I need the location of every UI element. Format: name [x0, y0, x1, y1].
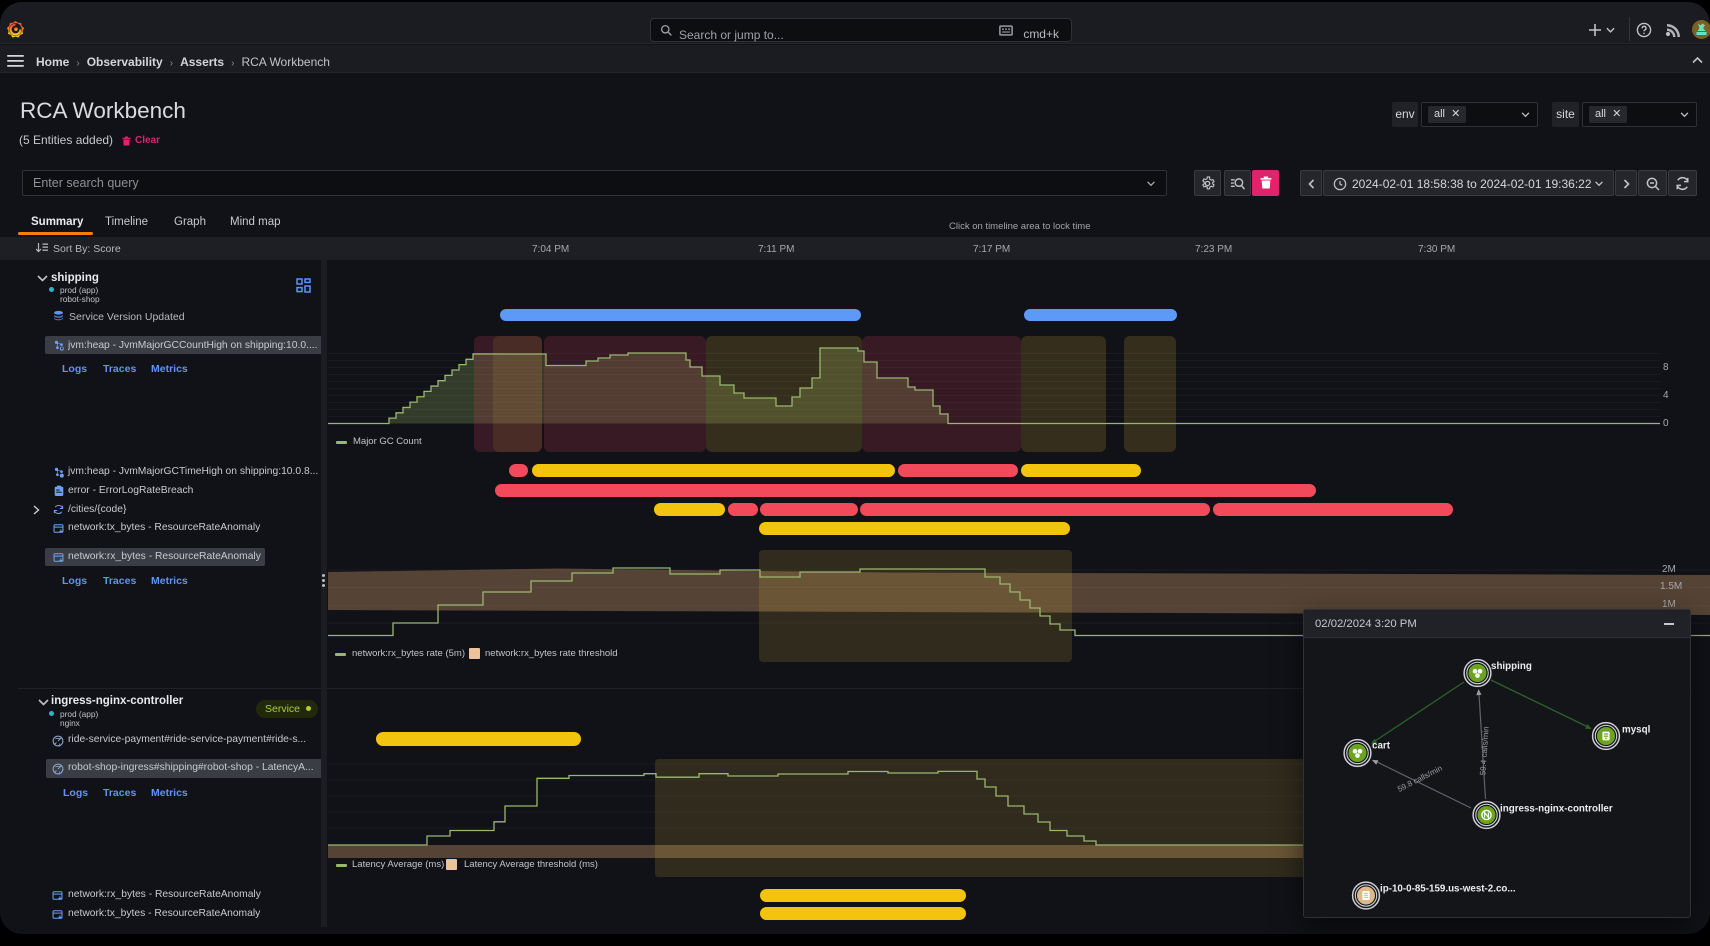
svg-text:shipping: shipping — [1491, 661, 1532, 672]
svg-text:⚘: ⚘ — [60, 347, 64, 351]
svg-text:59.4 calls/min: 59.4 calls/min — [1478, 726, 1490, 775]
svg-text:cart: cart — [1372, 741, 1391, 752]
svg-text:59.8 calls/min: 59.8 calls/min — [1396, 764, 1444, 794]
svg-text:mysql: mysql — [1622, 725, 1651, 736]
svg-text:ip-10-0-85-159.us-west-2.co...: ip-10-0-85-159.us-west-2.co... — [1380, 884, 1516, 895]
svg-text:ingress-nginx-controller: ingress-nginx-controller — [1500, 804, 1613, 815]
